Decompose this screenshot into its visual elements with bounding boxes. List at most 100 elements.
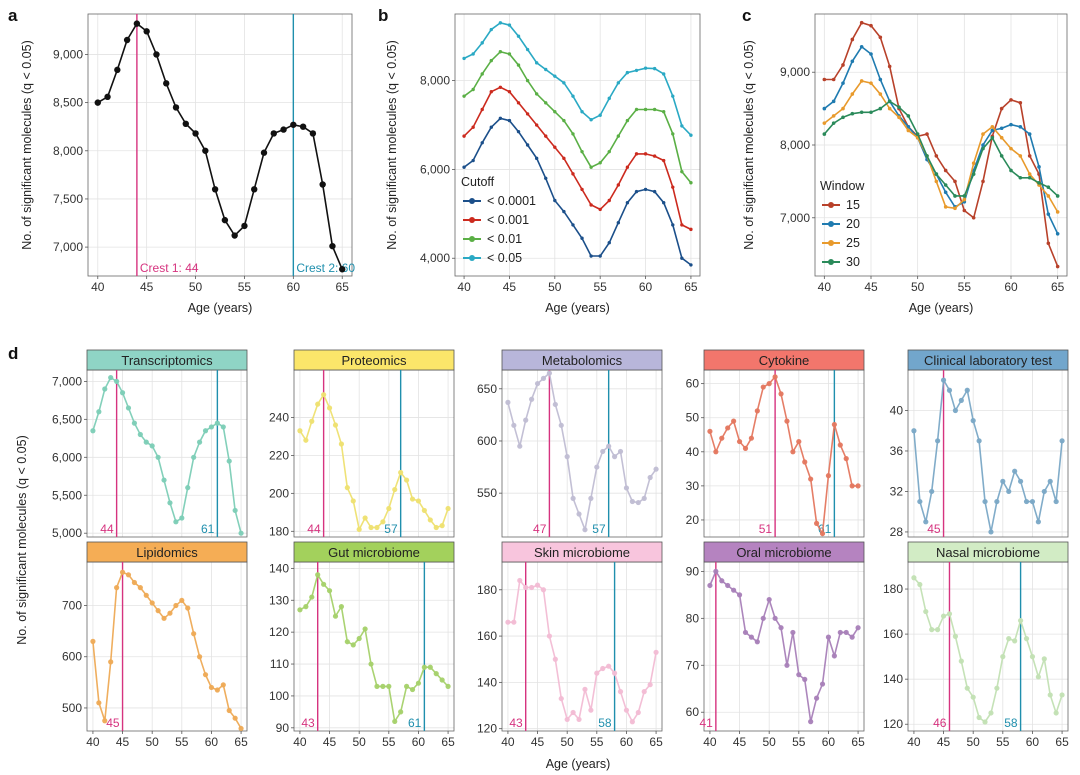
facet-series-point: [635, 499, 641, 506]
facet-series-point: [315, 401, 321, 407]
b-series-3-point: [507, 52, 512, 56]
facet-series-point: [952, 633, 959, 639]
facet-series-point: [994, 685, 1000, 691]
b-series-4-point: [498, 21, 503, 25]
facet-series-point: [540, 587, 547, 593]
b-series-4-point: [553, 74, 557, 78]
d-plot-bg: [294, 562, 454, 731]
facet-strip-title: Clinical laboratory test: [924, 353, 1052, 368]
facet-series-point: [784, 418, 790, 424]
d-xtick-label: 65: [851, 735, 865, 749]
b-series-4-point: [462, 56, 466, 61]
facet-strip-title: Oral microbiome: [736, 545, 831, 560]
b-legend-swatch-point: [469, 255, 475, 261]
facet-series-point: [226, 707, 232, 714]
c-series-1-point: [1027, 154, 1032, 158]
c-y-axis-title: No. of significant molecules (q < 0.05): [742, 40, 756, 249]
d-ytick-label: 60: [686, 377, 700, 391]
facet-series-point: [772, 374, 778, 380]
facet-series-point: [911, 575, 917, 581]
d-ytick-label: 120: [269, 625, 289, 639]
facet-series-point: [976, 714, 982, 721]
c-series-2-point: [1027, 132, 1032, 136]
b-series-4-point: [643, 66, 648, 70]
facet-series-point: [994, 498, 1000, 505]
c-series-4-point: [822, 132, 827, 136]
b-series-4-point: [489, 27, 493, 32]
facet-series-point: [819, 681, 826, 687]
d-plot-bg: [908, 562, 1068, 731]
facet-series-point: [137, 585, 143, 591]
b-series-4-point: [589, 117, 593, 122]
c-series-4-point: [971, 172, 976, 176]
facet-series-point: [576, 511, 582, 517]
c-series-3-point: [1055, 210, 1060, 214]
facet-series-point: [552, 656, 558, 662]
d-ytick-label: 180: [269, 524, 289, 538]
c-series-3-point: [831, 114, 836, 118]
facet-series-point: [208, 424, 215, 430]
facet-series-point: [380, 519, 386, 525]
a-series-point: [133, 20, 141, 27]
b-xtick-label: 55: [594, 280, 608, 294]
facet-series-point: [125, 405, 132, 411]
facet-series-point: [778, 391, 784, 397]
facet-series-point: [707, 582, 713, 589]
facet-series-point: [386, 683, 392, 689]
b-xtick-label: 65: [684, 280, 698, 294]
facet-series-point: [929, 627, 935, 633]
c-series-1-point: [1009, 98, 1013, 102]
b-series-2-point: [589, 203, 593, 207]
crest1-label: 41: [699, 716, 713, 730]
b-series-1-point: [480, 141, 484, 145]
chart-d: 5,000 5,500 6,000 6,500 7,000 Transcriptomics…: [15, 349, 1069, 771]
facet-series-point: [202, 428, 209, 434]
facet-series-point: [558, 422, 564, 428]
d-xtick-label: 55: [996, 735, 1010, 749]
facet-series-point: [819, 530, 826, 537]
b-xtick-label: 45: [503, 280, 517, 294]
facet-series-point: [137, 431, 143, 438]
b-series-2-point: [507, 90, 512, 94]
facet-series-point: [754, 639, 760, 645]
b-series-1-point: [580, 236, 584, 240]
facet-series-point: [600, 665, 606, 672]
crest1-label: 51: [759, 522, 773, 536]
facet-series-point: [570, 709, 576, 716]
d-plot-bg: [87, 370, 247, 537]
facet-series-point: [433, 524, 439, 531]
facet-series-point: [988, 529, 994, 535]
facet-series-point: [635, 709, 641, 716]
facet-series-point: [540, 375, 547, 381]
c-series-1-point: [1055, 264, 1060, 269]
c-series-3-point: [999, 135, 1004, 140]
facet-series-point: [167, 610, 173, 616]
facet-series-point: [185, 605, 191, 611]
b-series-1-point: [571, 223, 575, 227]
facet-series-point: [90, 638, 96, 644]
facet-series-point: [976, 438, 982, 444]
d-ytick-label: 200: [269, 486, 289, 500]
facet-series-point: [808, 476, 814, 482]
crest2-label: 57: [592, 522, 606, 536]
facet-series-point: [843, 629, 849, 636]
b-series-1-point: [498, 116, 503, 121]
a-ytick-label: 9,000: [53, 47, 83, 61]
facet-series-point: [149, 600, 155, 606]
c-series-1-point: [878, 35, 883, 40]
b-series-3-point: [598, 161, 602, 165]
c-series-3-point: [906, 128, 911, 133]
facet-series-point: [946, 611, 953, 617]
facet-series-point: [813, 695, 820, 701]
facet-series-point: [855, 625, 861, 631]
b-series-1-point: [534, 156, 539, 161]
facet-series-point: [1059, 438, 1065, 444]
b-series-1-point: [634, 189, 639, 194]
facet-series-point: [1012, 638, 1018, 644]
facet-series-point: [766, 596, 772, 603]
c-series-1-point: [943, 168, 948, 173]
c-series-1-point: [859, 20, 864, 25]
facet-series-point: [131, 579, 138, 586]
c-series-2-point: [1037, 165, 1041, 169]
facet-series-point: [143, 592, 149, 598]
